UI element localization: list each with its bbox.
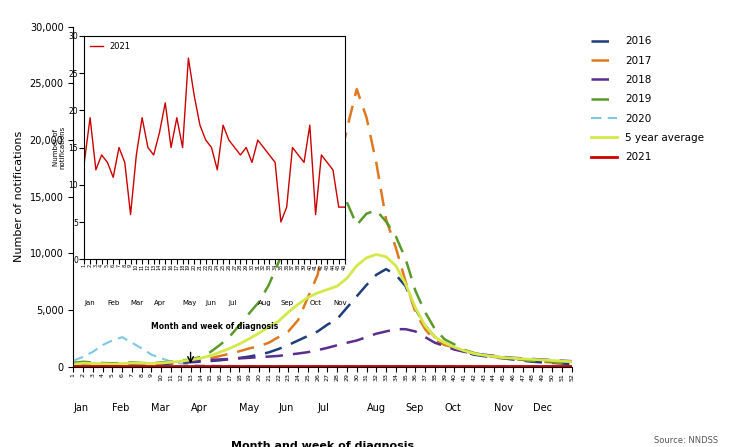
Text: Aug: Aug (258, 300, 271, 306)
Text: Oct: Oct (445, 403, 462, 413)
Text: Month and week of diagnosis: Month and week of diagnosis (231, 441, 414, 447)
Text: Jun: Jun (206, 300, 217, 306)
Text: Jul: Jul (317, 403, 330, 413)
Text: Sep: Sep (281, 300, 294, 306)
Text: Jan: Jan (84, 300, 95, 306)
Text: Jun: Jun (279, 403, 294, 413)
Y-axis label: Number of notifications: Number of notifications (14, 131, 24, 262)
Legend: 2016, 2017, 2018, 2019, 2020, 5 year average, 2021: 2016, 2017, 2018, 2019, 2020, 5 year ave… (587, 32, 709, 167)
Legend: 2021: 2021 (89, 40, 132, 52)
Text: Dec: Dec (533, 403, 552, 413)
Text: Jul: Jul (229, 300, 237, 306)
Text: Nov: Nov (333, 300, 347, 306)
Text: Sep: Sep (405, 403, 424, 413)
Text: Source: NNDSS: Source: NNDSS (655, 435, 718, 444)
Text: Feb: Feb (112, 403, 130, 413)
Text: May: May (183, 300, 197, 306)
Text: Nov: Nov (493, 403, 512, 413)
Text: Aug: Aug (366, 403, 386, 413)
Text: May: May (240, 403, 259, 413)
Text: Mar: Mar (130, 300, 144, 306)
Text: Apr: Apr (191, 403, 207, 413)
Text: Feb: Feb (108, 300, 119, 306)
Text: Jan: Jan (73, 403, 89, 413)
Text: Month and week of diagnosis: Month and week of diagnosis (151, 322, 278, 331)
Text: Mar: Mar (152, 403, 170, 413)
Y-axis label: Number of
notifications: Number of notifications (53, 126, 65, 169)
Text: Apr: Apr (154, 300, 166, 306)
Text: Oct: Oct (310, 300, 322, 306)
